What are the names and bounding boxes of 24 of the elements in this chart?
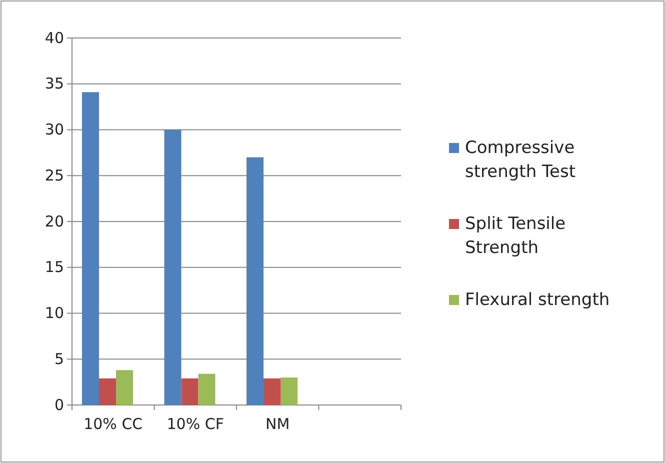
bar: [181, 378, 198, 405]
x-tick-label: NM: [266, 415, 290, 433]
legend-label: Compressive strength Test: [465, 138, 576, 182]
y-tick-label: 40: [44, 28, 64, 47]
y-tick-label: 20: [44, 212, 64, 230]
y-tick-label: 15: [44, 258, 64, 276]
y-tick-label: 30: [44, 120, 64, 139]
y-tick-label: 5: [54, 350, 64, 368]
legend-label: Split Tensile Strength: [465, 214, 566, 258]
x-tick-label: 10% CC: [84, 415, 143, 433]
bar: [99, 378, 116, 405]
legend-label: Flexural strength: [465, 290, 610, 310]
bar: [82, 92, 99, 405]
y-tick-label: 25: [44, 166, 64, 184]
bar: [164, 130, 182, 405]
x-tick-label: 10% CF: [166, 415, 224, 433]
bar: [264, 378, 280, 405]
bar: [116, 370, 133, 405]
y-tick-label: 10: [44, 304, 64, 322]
y-tick-label: 35: [44, 74, 64, 93]
bar: [280, 377, 298, 405]
bar: [198, 374, 216, 405]
bar: [246, 157, 264, 405]
y-tick-label: 0: [54, 396, 64, 414]
